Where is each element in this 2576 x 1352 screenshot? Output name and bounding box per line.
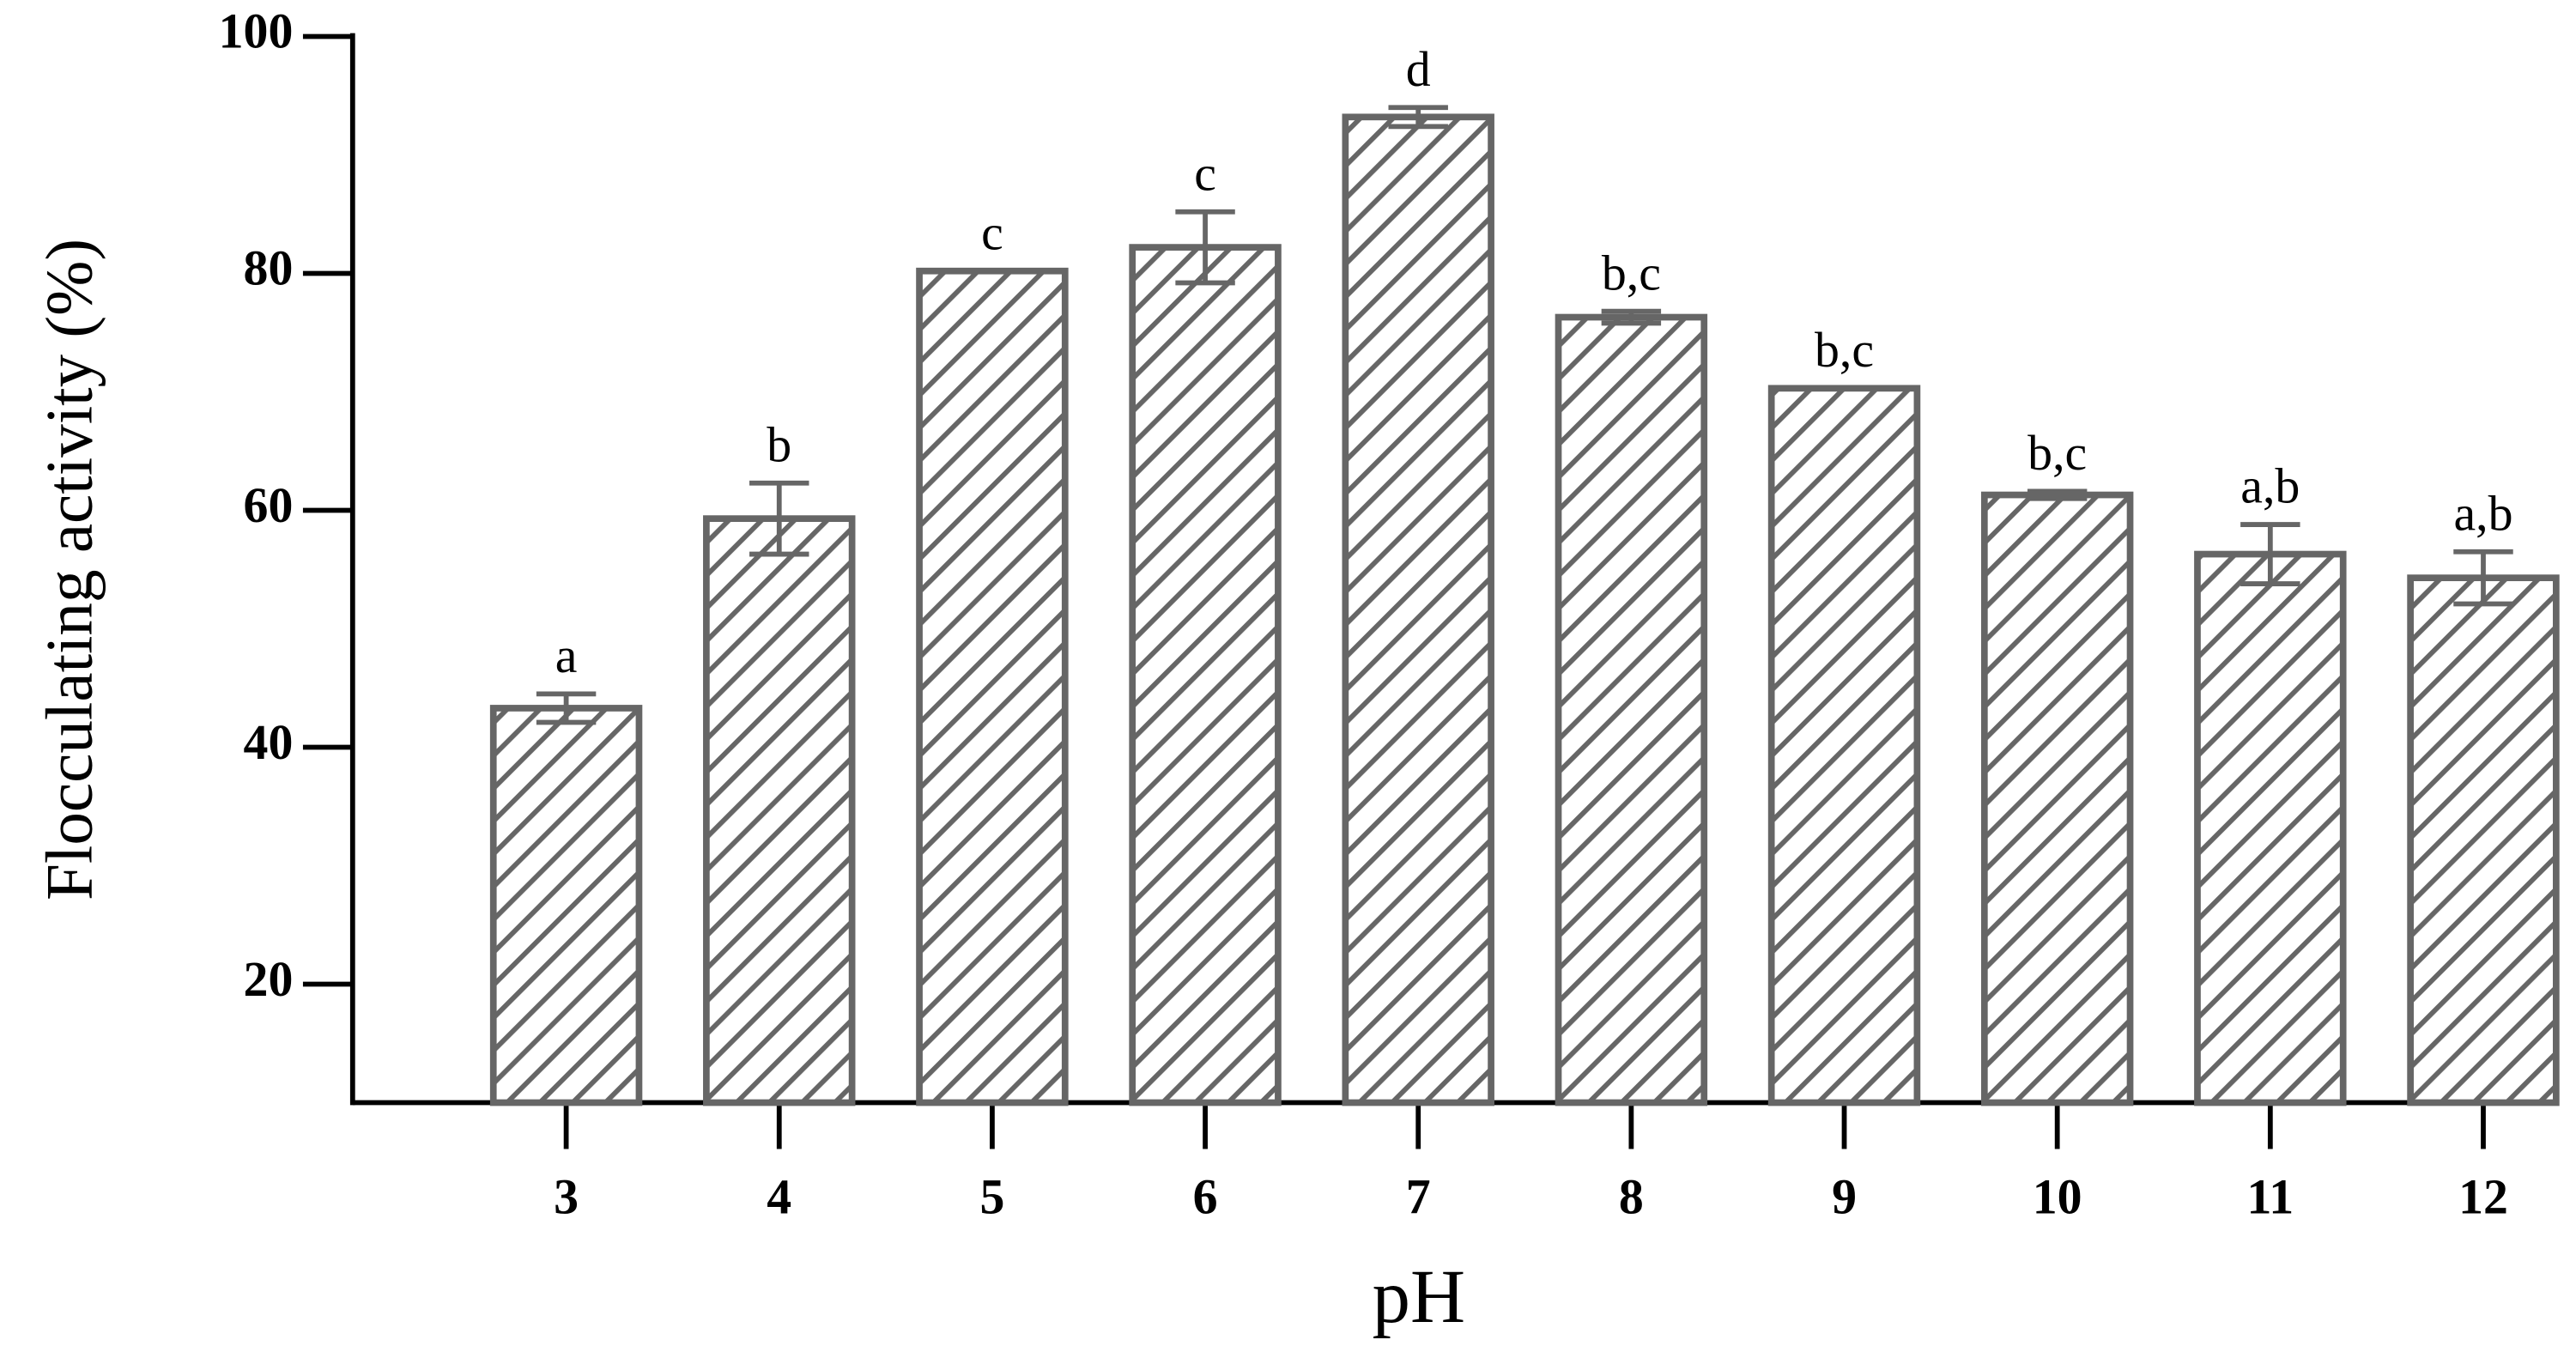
significance-letter: b,c — [1815, 322, 1874, 378]
error-bar — [1601, 308, 1662, 326]
x-tick-label: 11 — [2247, 1169, 2294, 1225]
bar — [1767, 385, 1921, 1106]
x-tick-label: 7 — [1406, 1169, 1431, 1225]
significance-letter: b,c — [1602, 245, 1661, 300]
significance-letter: a,b — [2453, 485, 2512, 541]
bar — [1342, 113, 1494, 1106]
y-tick-label: 100 — [219, 3, 294, 59]
x-tick-label: 8 — [1619, 1169, 1644, 1225]
bar — [916, 267, 1069, 1106]
significance-letter: a,b — [2240, 458, 2300, 514]
x-tick-label: 9 — [1832, 1169, 1857, 1225]
bar — [1980, 491, 2134, 1106]
x-axis-label: pH — [1373, 1255, 1465, 1339]
significance-letter: d — [1406, 41, 1431, 97]
error-bar — [536, 691, 597, 725]
bar — [1555, 313, 1708, 1106]
x-tick-label: 12 — [2458, 1169, 2508, 1225]
y-tick-label: 20 — [244, 951, 294, 1007]
error-bar — [1388, 105, 1448, 130]
significance-letter: b,c — [2027, 425, 2087, 481]
bar — [2407, 574, 2560, 1106]
bar — [2194, 550, 2347, 1106]
bar — [703, 515, 856, 1106]
error-bar — [1175, 209, 1235, 286]
x-tick-label: 6 — [1193, 1169, 1218, 1225]
x-tick-label: 3 — [554, 1169, 579, 1225]
error-bar — [2027, 488, 2088, 501]
significance-letter: c — [1194, 145, 1216, 201]
x-tick-label: 5 — [979, 1169, 1004, 1225]
error-bar — [749, 480, 809, 557]
significance-letter: a — [555, 627, 578, 683]
y-tick-label: 60 — [244, 477, 294, 533]
y-tick-label: 80 — [244, 240, 294, 296]
bar — [489, 705, 643, 1106]
y-tick-label: 40 — [244, 714, 294, 770]
x-tick-label: 10 — [2033, 1169, 2082, 1225]
x-tick-label: 4 — [767, 1169, 791, 1225]
y-axis-label: Flocculating activity (%) — [32, 239, 106, 900]
significance-letter: b — [767, 416, 791, 472]
significance-letter: c — [981, 204, 1003, 260]
error-bar — [2240, 522, 2300, 586]
bar — [1129, 244, 1282, 1106]
error-bar — [2453, 549, 2513, 607]
